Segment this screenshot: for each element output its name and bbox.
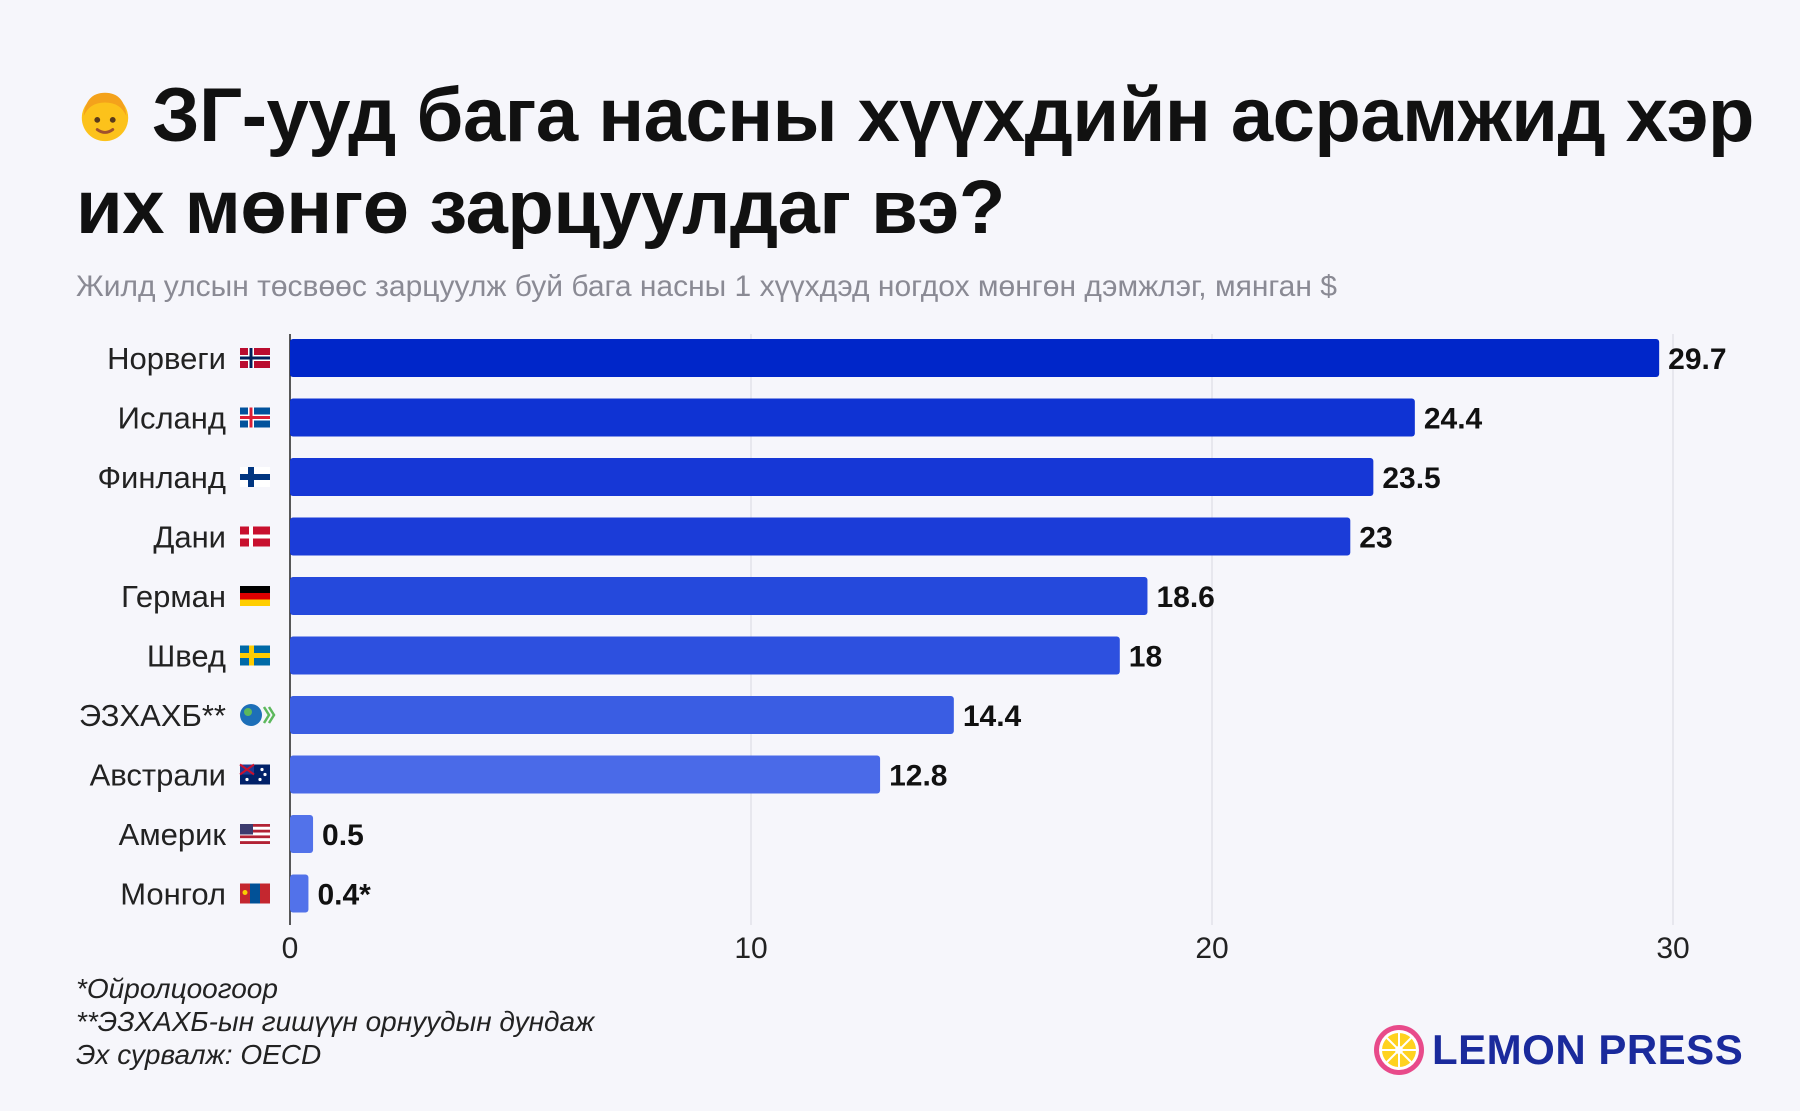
footnote-source: Эх сурвалж: OECD	[76, 1039, 322, 1070]
bar	[290, 636, 1120, 675]
flag-iceland-icon	[240, 407, 270, 428]
x-tick-label: 0	[282, 932, 299, 965]
child-face-emoji-icon	[81, 92, 129, 142]
x-tick-label: 10	[734, 932, 767, 965]
category-label: Монгол	[120, 877, 226, 912]
bar-chart: 0 10 20 30 29.7 Норвеги 24.4 Исланд 23.5 Финланд 2…	[79, 334, 1727, 965]
bar-value-label: 0.4*	[317, 879, 371, 912]
flag-australia-icon	[239, 763, 270, 785]
flag-sweden-icon	[240, 645, 270, 666]
bar-value-label: 14.4	[963, 700, 1022, 733]
category-label: Исланд	[118, 401, 226, 436]
brand-name: LEMON PRESS	[1432, 1026, 1744, 1073]
bar-value-label: 18	[1129, 641, 1162, 674]
bar	[290, 755, 881, 794]
flag-germany-icon	[240, 586, 270, 606]
brand-logo[interactable]: LEMON PRESS	[1372, 1022, 1743, 1078]
flag-usa-icon	[240, 824, 270, 844]
oecd-logo-icon	[240, 704, 276, 726]
bar	[290, 517, 1351, 556]
bar	[290, 874, 309, 913]
category-label: Норвеги	[107, 341, 226, 376]
flag-denmark-icon	[240, 526, 270, 547]
flag-finland-icon	[240, 467, 270, 487]
bar	[290, 815, 314, 853]
category-label: Швед	[147, 639, 226, 674]
footnotes: *Ойролцоогоор **ЭЗХАХБ-ын гишүүн орнууды…	[76, 972, 594, 1071]
bar	[290, 696, 954, 734]
bar	[290, 339, 1660, 377]
x-tick-label: 20	[1195, 932, 1228, 965]
bar-value-label: 29.7	[1668, 343, 1726, 376]
page-title: ЗГ-ууд бага насны хүүхдийн асрамжид хэр …	[76, 70, 1756, 254]
bar-value-label: 23.5	[1382, 462, 1440, 495]
category-label: ЭЗХАХБ**	[79, 698, 226, 733]
bar	[290, 398, 1415, 437]
category-label: Дани	[153, 520, 226, 555]
bar	[290, 577, 1148, 615]
title-text: ЗГ-ууд бага насны хүүхдийн асрамжид хэр …	[76, 73, 1754, 250]
category-label: Америк	[119, 817, 227, 852]
chart-subtitle: Жилд улсын төсвөөс зарцуулж буй бага нас…	[76, 270, 1337, 303]
bar-value-label: 0.5	[322, 819, 364, 852]
footnote-approx: *Ойролцоогоор	[76, 973, 278, 1004]
x-tick-label: 30	[1656, 932, 1689, 965]
category-label: Австрали	[90, 758, 226, 793]
bar	[290, 458, 1374, 496]
flag-mongolia-icon	[240, 883, 270, 904]
lemon-icon	[1374, 1025, 1424, 1075]
flag-norway-icon	[240, 348, 270, 368]
bar-value-label: 24.4	[1424, 403, 1483, 436]
footnote-oecd-average: **ЭЗХАХБ-ын гишүүн орнуудын дундаж	[76, 1006, 595, 1037]
category-label: Герман	[121, 579, 226, 614]
bar-value-label: 23	[1359, 522, 1392, 555]
category-label: Финланд	[97, 460, 226, 495]
bar-value-label: 12.8	[889, 760, 947, 793]
bar-value-label: 18.6	[1156, 581, 1214, 614]
